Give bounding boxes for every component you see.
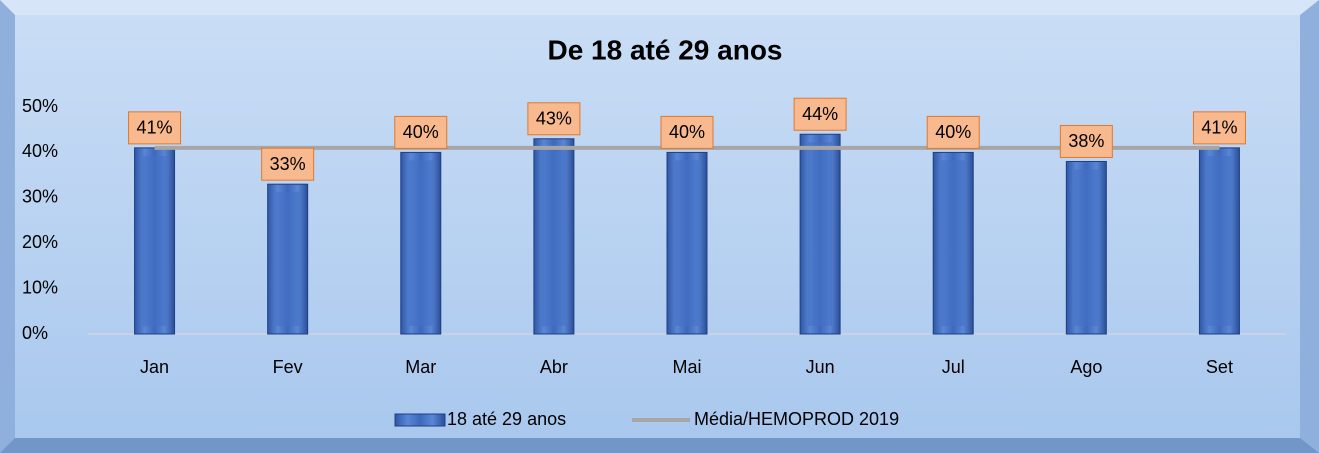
bevel	[0, 0, 1319, 15]
data-label: 43%	[536, 109, 572, 129]
data-label: 38%	[1068, 131, 1104, 151]
x-tick-label: Jul	[942, 357, 965, 377]
y-tick-label: 10%	[22, 277, 58, 297]
x-tick-label: Jan	[140, 357, 169, 377]
bar-bevel	[808, 142, 833, 326]
data-label-box	[261, 147, 315, 181]
x-tick-label: Fev	[273, 357, 303, 377]
data-label-box	[660, 115, 714, 149]
x-tick-label: Mar	[405, 357, 436, 377]
y-tick-label: 0%	[22, 323, 48, 343]
bar-bevel	[675, 160, 699, 326]
bevel	[0, 438, 1319, 453]
data-label-box	[394, 115, 448, 149]
x-tick-label: Abr	[540, 357, 568, 377]
bar-bevel	[1207, 155, 1232, 326]
data-label-box	[527, 102, 581, 136]
chart-title: De 18 até 29 anos	[547, 34, 782, 65]
data-label-box	[926, 115, 980, 149]
x-tick-label: Mai	[672, 357, 701, 377]
data-label: 44%	[802, 104, 838, 124]
data-label: 41%	[1201, 118, 1237, 138]
data-label-box	[1192, 111, 1246, 145]
data-label-box	[1059, 124, 1113, 158]
legend-label: Média/HEMOPROD 2019	[694, 409, 899, 429]
data-label: 40%	[935, 122, 971, 142]
y-tick-label: 40%	[22, 141, 58, 161]
data-label: 41%	[137, 118, 173, 138]
bar-bevel	[408, 160, 433, 326]
x-tick-label: Set	[1206, 357, 1233, 377]
bar-bevel	[1074, 169, 1099, 326]
x-tick-label: Jun	[806, 357, 835, 377]
y-tick-label: 30%	[22, 187, 58, 207]
x-tick-label: Ago	[1070, 357, 1102, 377]
data-label: 33%	[270, 154, 306, 174]
bar-bevel	[142, 155, 167, 326]
y-tick-label: 50%	[22, 96, 58, 116]
data-label: 40%	[669, 122, 705, 142]
y-tick-label: 20%	[22, 232, 58, 252]
data-label: 40%	[403, 122, 439, 142]
bar-bevel	[541, 146, 566, 326]
data-label-box	[128, 111, 182, 145]
bar-bevel	[275, 192, 300, 326]
legend-swatch	[394, 413, 446, 427]
data-label-box	[793, 97, 847, 131]
bar-bevel	[941, 160, 966, 326]
background	[15, 15, 1300, 438]
legend-label: 18 até 29 anos	[447, 409, 566, 429]
